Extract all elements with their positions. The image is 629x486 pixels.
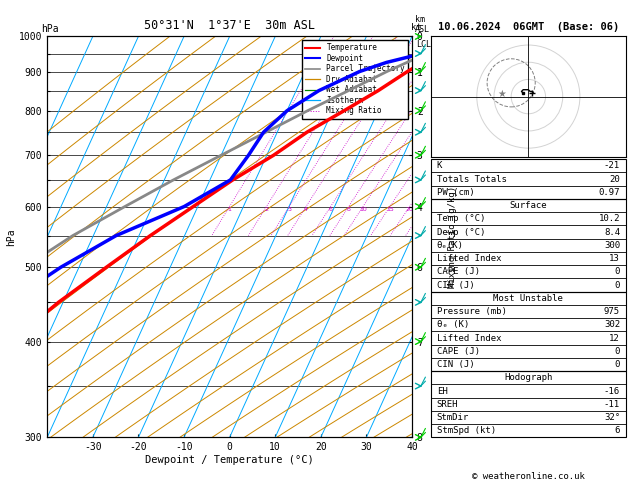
Text: 8: 8 xyxy=(347,207,350,211)
Text: 0: 0 xyxy=(615,280,620,290)
Text: CIN (J): CIN (J) xyxy=(437,280,474,290)
Text: 10.06.2024  06GMT  (Base: 06): 10.06.2024 06GMT (Base: 06) xyxy=(438,21,619,32)
Text: Surface: Surface xyxy=(509,201,547,210)
Text: 2: 2 xyxy=(264,207,269,211)
Text: StmSpd (kt): StmSpd (kt) xyxy=(437,426,496,435)
Text: 1: 1 xyxy=(228,207,231,211)
Text: Lifted Index: Lifted Index xyxy=(437,254,501,263)
Text: 6: 6 xyxy=(328,207,333,211)
Text: Dewp (°C): Dewp (°C) xyxy=(437,227,485,237)
Text: 10: 10 xyxy=(359,207,367,211)
Text: ★: ★ xyxy=(498,88,506,99)
Text: θₑ (K): θₑ (K) xyxy=(437,320,469,330)
Text: 4: 4 xyxy=(304,207,308,211)
Text: 20: 20 xyxy=(610,174,620,184)
Text: Hodograph: Hodograph xyxy=(504,373,552,382)
Text: Lifted Index: Lifted Index xyxy=(437,333,501,343)
Text: LCL: LCL xyxy=(416,40,431,50)
Y-axis label: hPa: hPa xyxy=(6,228,16,246)
Text: StmDir: StmDir xyxy=(437,413,469,422)
Text: 13: 13 xyxy=(610,254,620,263)
Text: Temp (°C): Temp (°C) xyxy=(437,214,485,223)
Text: CAPE (J): CAPE (J) xyxy=(437,347,480,356)
Text: 0: 0 xyxy=(615,267,620,276)
Text: kt: kt xyxy=(411,23,422,33)
Text: 6: 6 xyxy=(615,426,620,435)
Text: 300: 300 xyxy=(604,241,620,250)
Y-axis label: Mixing Ratio (g/kg): Mixing Ratio (g/kg) xyxy=(448,186,457,288)
Text: Most Unstable: Most Unstable xyxy=(493,294,564,303)
X-axis label: Dewpoint / Temperature (°C): Dewpoint / Temperature (°C) xyxy=(145,455,314,465)
Text: 0: 0 xyxy=(615,360,620,369)
Legend: Temperature, Dewpoint, Parcel Trajectory, Dry Adiabat, Wet Adiabat, Isotherm, Mi: Temperature, Dewpoint, Parcel Trajectory… xyxy=(302,40,408,119)
Text: CAPE (J): CAPE (J) xyxy=(437,267,480,276)
Text: 32°: 32° xyxy=(604,413,620,422)
Text: 50°31'N  1°37'E  30m ASL: 50°31'N 1°37'E 30m ASL xyxy=(144,18,315,32)
Text: EH: EH xyxy=(437,386,447,396)
Text: km
ASL: km ASL xyxy=(415,15,430,34)
Text: Pressure (mb): Pressure (mb) xyxy=(437,307,506,316)
Text: PW (cm): PW (cm) xyxy=(437,188,474,197)
Text: 0: 0 xyxy=(615,347,620,356)
Text: -21: -21 xyxy=(604,161,620,170)
Text: K: K xyxy=(437,161,442,170)
Text: 20: 20 xyxy=(406,207,413,211)
Text: 0.97: 0.97 xyxy=(599,188,620,197)
Text: 15: 15 xyxy=(386,207,394,211)
Text: SREH: SREH xyxy=(437,400,458,409)
Text: 975: 975 xyxy=(604,307,620,316)
Text: 302: 302 xyxy=(604,320,620,330)
Text: hPa: hPa xyxy=(41,24,58,34)
Text: © weatheronline.co.uk: © weatheronline.co.uk xyxy=(472,472,585,481)
Text: 8.4: 8.4 xyxy=(604,227,620,237)
Text: -11: -11 xyxy=(604,400,620,409)
Text: -16: -16 xyxy=(604,386,620,396)
Text: θₑ(K): θₑ(K) xyxy=(437,241,464,250)
Text: Totals Totals: Totals Totals xyxy=(437,174,506,184)
Text: 10.2: 10.2 xyxy=(599,214,620,223)
Text: CIN (J): CIN (J) xyxy=(437,360,474,369)
Text: 12: 12 xyxy=(610,333,620,343)
Text: 3: 3 xyxy=(287,207,291,211)
